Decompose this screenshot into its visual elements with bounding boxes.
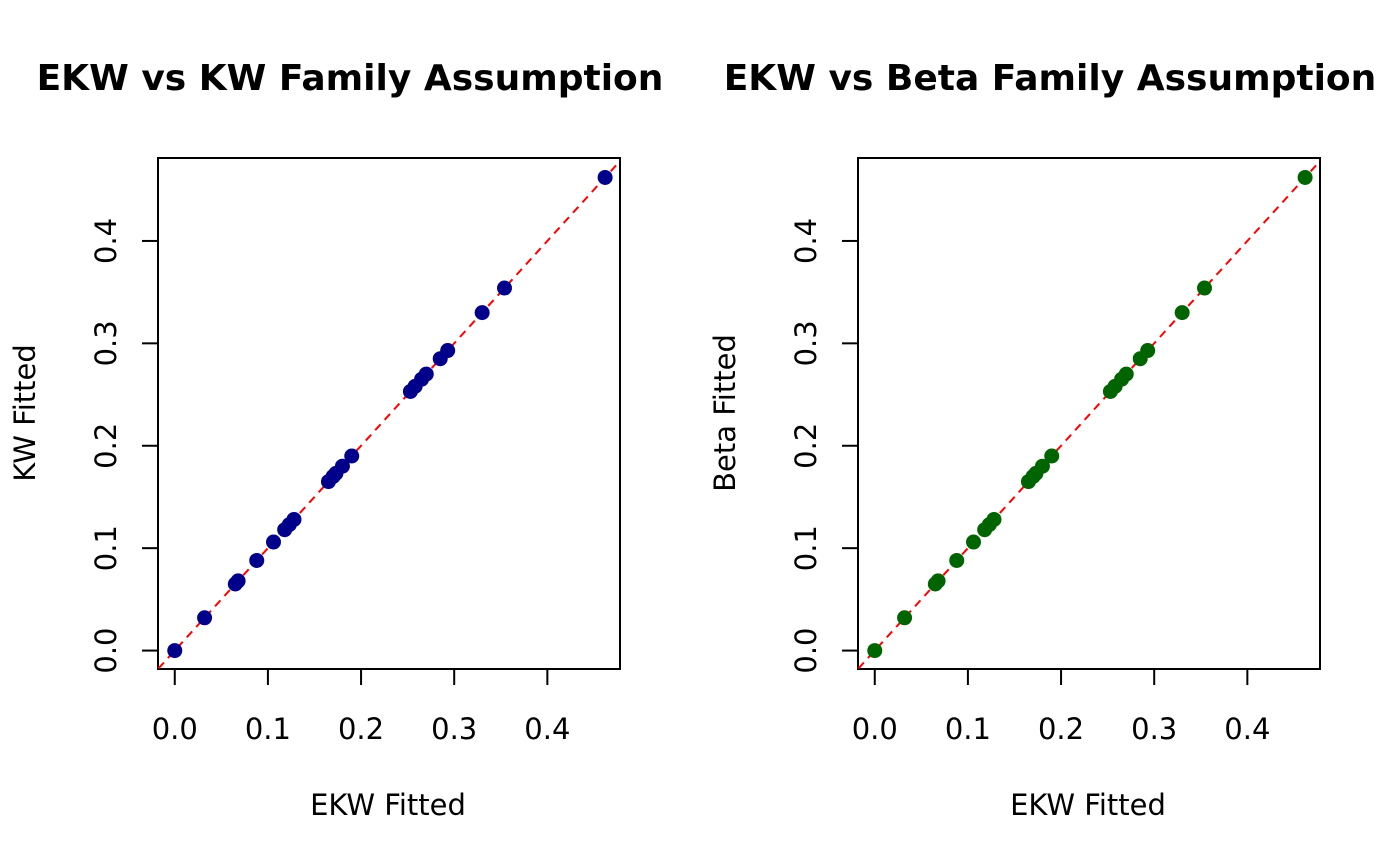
y-tick-label: 0.4 bbox=[89, 218, 123, 264]
y-tick-label: 0.4 bbox=[789, 218, 823, 264]
data-point bbox=[1174, 305, 1190, 321]
plot-panel-kw: EKW vs KW Family Assumption EKW Fitted K… bbox=[8, 58, 664, 822]
data-point bbox=[1118, 366, 1134, 382]
data-point bbox=[1197, 280, 1212, 296]
x-tick-label: 0.3 bbox=[431, 712, 477, 746]
data-point bbox=[266, 534, 281, 550]
y-tick-label: 0.3 bbox=[89, 320, 123, 366]
y-tick-label: 0.0 bbox=[789, 628, 823, 674]
data-point bbox=[597, 169, 613, 185]
scatter-plot-beta: EKW Fitted Beta Fitted 0.0 0.1 0.2 0.3 0.4 0.… bbox=[708, 157, 1321, 822]
x-tick-label: 0.2 bbox=[338, 712, 384, 746]
data-point bbox=[897, 610, 913, 626]
data-point bbox=[286, 511, 302, 527]
x-tick-label: 0.3 bbox=[1131, 712, 1177, 746]
plot-panel-beta: EKW vs Beta Family Assumption EKW Fitted… bbox=[700, 0, 1400, 866]
reference-line bbox=[858, 159, 1320, 669]
x-tick-label: 0.0 bbox=[152, 712, 198, 746]
data-point bbox=[497, 280, 512, 296]
data-point bbox=[949, 552, 965, 568]
data-point bbox=[474, 305, 490, 321]
data-point bbox=[867, 643, 883, 659]
x-tick-label: 0.1 bbox=[945, 712, 991, 746]
y-tick-label: 0.2 bbox=[789, 423, 823, 469]
x-tick-label: 0.2 bbox=[1038, 712, 1084, 746]
data-point bbox=[230, 573, 246, 589]
data-point bbox=[1044, 448, 1060, 464]
data-point bbox=[1297, 169, 1313, 185]
data-point bbox=[1140, 343, 1156, 359]
data-point bbox=[440, 343, 456, 359]
data-point bbox=[344, 448, 360, 464]
x-tick-label: 0.0 bbox=[852, 712, 898, 746]
data-point bbox=[986, 511, 1002, 527]
y-axis-label: Beta Fitted bbox=[708, 334, 742, 492]
y-axis-label: KW Fitted bbox=[8, 344, 42, 482]
data-point bbox=[334, 458, 350, 474]
data-point bbox=[167, 643, 183, 659]
x-axis-label: EKW Fitted bbox=[310, 788, 466, 822]
data-point bbox=[930, 573, 946, 589]
y-tick-label: 0.0 bbox=[89, 628, 123, 674]
data-point bbox=[197, 610, 213, 626]
plot-title: EKW vs KW Family Assumption bbox=[36, 58, 664, 99]
data-point bbox=[249, 552, 265, 568]
reference-line bbox=[158, 159, 620, 669]
y-tick-label: 0.3 bbox=[789, 320, 823, 366]
x-tick-label: 0.4 bbox=[1224, 712, 1270, 746]
x-tick-label: 0.1 bbox=[245, 712, 291, 746]
plot-title: EKW vs Beta Family Assumption bbox=[723, 58, 1377, 99]
y-tick-label: 0.1 bbox=[789, 525, 823, 571]
scatter-plot-kw: EKW Fitted KW Fitted 0.0 0.1 0.2 0.3 0.4 0.0 0… bbox=[8, 157, 621, 822]
x-axis-label: EKW Fitted bbox=[1010, 788, 1166, 822]
x-tick-label: 0.4 bbox=[524, 712, 570, 746]
y-tick-label: 0.2 bbox=[89, 423, 123, 469]
data-point bbox=[966, 534, 981, 550]
y-tick-label: 0.1 bbox=[89, 525, 123, 571]
data-point bbox=[1034, 458, 1050, 474]
data-point bbox=[418, 366, 434, 382]
